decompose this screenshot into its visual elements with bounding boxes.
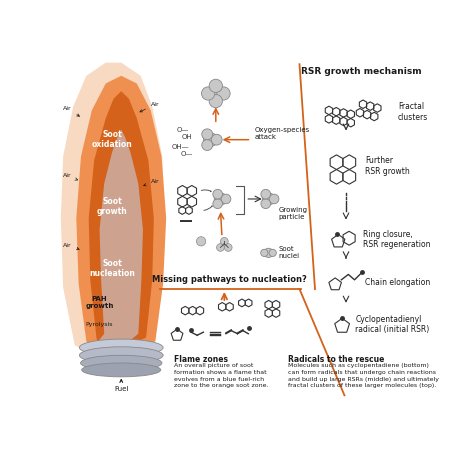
FancyArrowPatch shape bbox=[201, 190, 211, 191]
Text: Soot
nucleation: Soot nucleation bbox=[89, 259, 135, 278]
Text: Fractal
clusters: Fractal clusters bbox=[398, 102, 428, 122]
Ellipse shape bbox=[81, 355, 162, 371]
Text: PAH
growth: PAH growth bbox=[85, 296, 114, 309]
FancyArrowPatch shape bbox=[204, 206, 212, 211]
Circle shape bbox=[269, 249, 276, 257]
Text: Fuel: Fuel bbox=[114, 380, 128, 392]
Text: Pyrolysis: Pyrolysis bbox=[86, 322, 113, 327]
Text: Further
RSR growth: Further RSR growth bbox=[365, 156, 410, 176]
Circle shape bbox=[262, 193, 275, 205]
Text: Radicals to the rescue: Radicals to the rescue bbox=[288, 355, 384, 364]
Ellipse shape bbox=[82, 363, 161, 377]
Text: Soot
oxidation: Soot oxidation bbox=[91, 130, 132, 149]
Circle shape bbox=[213, 189, 222, 199]
Circle shape bbox=[261, 189, 271, 199]
Polygon shape bbox=[89, 91, 154, 345]
Text: Ring closure,
RSR regeneration: Ring closure, RSR regeneration bbox=[363, 230, 430, 250]
Text: Growing
particle: Growing particle bbox=[279, 207, 308, 219]
Circle shape bbox=[202, 140, 213, 151]
Circle shape bbox=[203, 133, 218, 146]
Text: An overall picture of soot
formation shows a flame that
evolves from a blue fuel: An overall picture of soot formation sho… bbox=[174, 363, 268, 389]
Text: Missing pathways to nucleation?: Missing pathways to nucleation? bbox=[152, 276, 307, 284]
Text: OH: OH bbox=[182, 134, 192, 139]
Text: Oxygen-species
attack: Oxygen-species attack bbox=[255, 127, 310, 140]
Text: Chain elongation: Chain elongation bbox=[365, 277, 430, 287]
Circle shape bbox=[209, 79, 222, 92]
Circle shape bbox=[261, 199, 271, 209]
Text: O—: O— bbox=[177, 128, 190, 133]
Circle shape bbox=[221, 194, 231, 204]
Text: Air: Air bbox=[63, 106, 80, 116]
Circle shape bbox=[196, 237, 206, 246]
Circle shape bbox=[224, 244, 232, 252]
Circle shape bbox=[269, 194, 279, 204]
Polygon shape bbox=[61, 63, 164, 357]
Ellipse shape bbox=[80, 347, 163, 364]
Text: O—: O— bbox=[180, 151, 192, 156]
Circle shape bbox=[214, 193, 227, 205]
Polygon shape bbox=[76, 76, 166, 351]
Circle shape bbox=[217, 244, 224, 252]
Text: Air: Air bbox=[144, 179, 159, 186]
Text: RSR growth mechanism: RSR growth mechanism bbox=[301, 67, 422, 76]
Text: Air: Air bbox=[140, 102, 159, 112]
Circle shape bbox=[202, 129, 213, 140]
Text: Soot
growth: Soot growth bbox=[97, 197, 128, 216]
Circle shape bbox=[209, 95, 222, 108]
Circle shape bbox=[211, 134, 222, 145]
Text: Air: Air bbox=[63, 243, 79, 250]
Circle shape bbox=[261, 249, 268, 257]
Text: OH—: OH— bbox=[172, 145, 190, 150]
Text: Air: Air bbox=[63, 173, 78, 180]
Circle shape bbox=[217, 87, 230, 100]
Circle shape bbox=[220, 237, 228, 245]
Text: Soot
nuclei: Soot nuclei bbox=[279, 246, 300, 260]
Circle shape bbox=[213, 199, 222, 209]
Ellipse shape bbox=[80, 339, 163, 356]
Text: Cyclopentadienyl
radical (initial RSR): Cyclopentadienyl radical (initial RSR) bbox=[356, 315, 429, 334]
Circle shape bbox=[201, 87, 215, 100]
Polygon shape bbox=[98, 130, 143, 341]
Text: Molecules such as cyclopentadiene (bottom)
can form radicals that undergo chain : Molecules such as cyclopentadiene (botto… bbox=[288, 363, 439, 389]
Circle shape bbox=[264, 248, 273, 258]
Text: Flame zones: Flame zones bbox=[174, 355, 228, 364]
Circle shape bbox=[207, 85, 224, 102]
